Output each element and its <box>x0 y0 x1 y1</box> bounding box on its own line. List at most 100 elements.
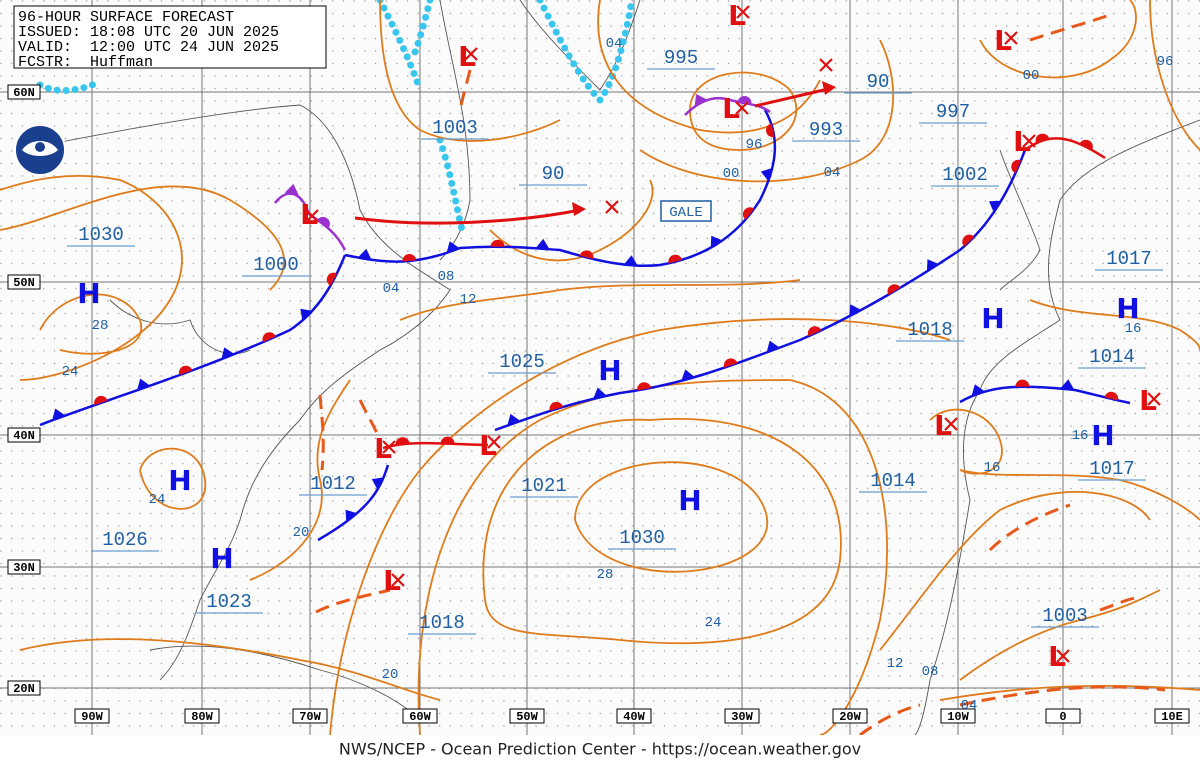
x-mark-stroke <box>305 209 319 223</box>
pressure-label: 1017 <box>1106 248 1152 270</box>
front-triangle <box>681 369 695 381</box>
front-triangle <box>52 408 66 421</box>
x-mark-stroke <box>735 101 749 115</box>
pressure-label: 90 <box>542 163 565 185</box>
longitude-label-box <box>832 708 868 724</box>
front-semicircle <box>766 123 775 138</box>
front-semicircle <box>326 272 338 286</box>
longitude-label: 0 <box>1059 710 1066 724</box>
x-mark-stroke <box>1004 31 1018 45</box>
front-line <box>382 441 489 450</box>
latitude-label: 50N <box>13 276 35 290</box>
longitude-label-box <box>509 708 545 724</box>
isobar-label: 28 <box>597 567 614 583</box>
front-line <box>494 149 1027 432</box>
front-triangle <box>136 378 151 391</box>
front-triangle <box>694 94 708 107</box>
coastlines <box>19 0 1200 736</box>
pressure-label: 1018 <box>907 319 953 341</box>
isobar-label: 04 <box>824 165 841 181</box>
latitude-label: 60N <box>13 86 35 100</box>
pressure-label: 997 <box>936 101 970 123</box>
latitude-label: 30N <box>13 561 35 575</box>
front-triangle <box>446 241 460 254</box>
front-semicircle <box>579 250 594 260</box>
pressure-label: 993 <box>809 119 843 141</box>
front-semicircle <box>1035 133 1050 143</box>
longitude-label-box <box>1045 708 1081 724</box>
longitude-label-box <box>402 708 438 724</box>
pressure-label: 1023 <box>206 591 252 613</box>
low-center: L <box>1013 125 1031 158</box>
header-line: 96-HOUR SURFACE FORECAST <box>18 9 234 26</box>
high-center: H <box>981 302 1004 335</box>
header-line: VALID: 12:00 UTC 24 JUN 2025 <box>18 39 279 56</box>
low-center: L <box>1048 640 1066 673</box>
high-center: H <box>77 277 100 310</box>
front-triangle <box>535 238 550 250</box>
front-triangle <box>766 340 780 353</box>
front-semicircle <box>1104 391 1119 401</box>
front-triangle <box>710 235 723 248</box>
front-semicircle <box>262 332 276 343</box>
latitude-label-box <box>7 274 41 290</box>
low-center: L <box>300 198 318 231</box>
pressure-label: 1012 <box>310 473 356 495</box>
longitude-label: 60W <box>409 710 431 724</box>
front-semicircle <box>395 437 410 445</box>
front-semicircle <box>549 401 564 411</box>
latitude-label-box <box>7 427 41 443</box>
isobar-label: 04 <box>961 698 978 714</box>
pressure-label: 1017 <box>1089 458 1135 480</box>
longitude-label: 40W <box>623 710 645 724</box>
front-triangle <box>1060 379 1075 390</box>
low-center: L <box>1139 384 1157 417</box>
dashed-troughs <box>315 13 1166 737</box>
fronts <box>39 94 1131 542</box>
gale-label: GALE <box>669 205 703 221</box>
isobar-label: 16 <box>984 460 1001 476</box>
isobar-label: 08 <box>438 269 455 285</box>
low-center: L <box>722 92 740 125</box>
front-semicircle <box>178 365 193 376</box>
pressure-label: 1018 <box>419 612 465 634</box>
high-center: H <box>598 354 621 387</box>
pressure-label: 995 <box>664 47 698 69</box>
front-triangle <box>221 347 235 360</box>
longitude-label: 10E <box>1161 710 1183 724</box>
front-semicircle <box>668 254 683 264</box>
front-triangle <box>849 304 862 317</box>
isobar-label: 96 <box>746 137 763 153</box>
longitude-label: 50W <box>516 710 538 724</box>
front-triangle <box>357 248 372 260</box>
x-marks <box>305 5 1161 663</box>
latitude-label: 40N <box>13 429 35 443</box>
front-semicircle <box>402 254 417 262</box>
footer-credit: NWS/NCEP - Ocean Prediction Center - htt… <box>339 740 861 759</box>
high-center: H <box>1091 419 1114 452</box>
front-triangle <box>284 183 299 195</box>
pressure-label: 1021 <box>521 475 567 497</box>
pressure-label: 1026 <box>102 529 148 551</box>
longitude-label-box <box>1154 708 1190 724</box>
front-triangle <box>371 477 384 490</box>
isobar-label: 96 <box>1157 54 1174 70</box>
longitude-label-box <box>724 708 760 724</box>
low-center: L <box>458 40 476 73</box>
front-triangle <box>345 509 358 522</box>
front-semicircle <box>807 326 822 337</box>
header-box <box>13 5 327 69</box>
front-line <box>344 109 777 268</box>
front-triangle <box>760 167 773 182</box>
longitude-label: 20W <box>839 710 861 724</box>
pressure-label: 1003 <box>1042 605 1088 627</box>
latitude-label-box <box>7 559 41 575</box>
high-center: H <box>168 464 191 497</box>
pressure-label: 1014 <box>870 470 916 492</box>
front-line <box>684 96 771 116</box>
latitude-label: 20N <box>13 682 35 696</box>
x-mark-stroke <box>944 417 958 431</box>
front-triangle <box>989 200 1002 213</box>
longitude-label-box <box>74 708 110 724</box>
x-mark-stroke <box>1022 134 1036 148</box>
